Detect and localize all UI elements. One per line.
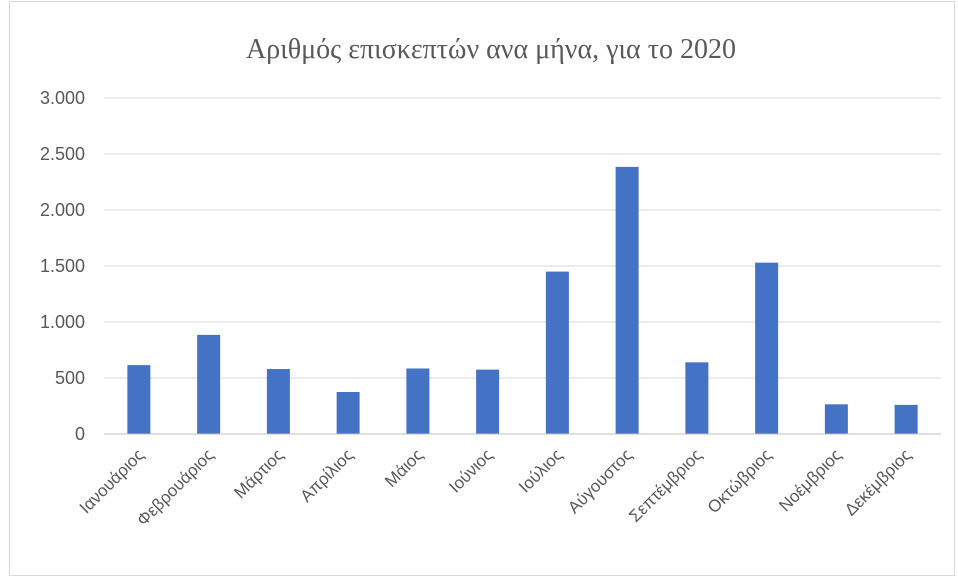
bar [336,392,360,434]
y-tick-label: 0 [75,424,85,444]
bar [894,404,918,434]
x-tick-label: Δεκέμβριος [841,445,915,519]
bar [266,369,290,434]
bar [476,369,500,434]
x-tick-label: Ιούνιος [445,445,496,496]
y-tick-label: 1.000 [40,312,85,332]
chart-area: Αριθμός επισκεπτών ανα μήνα, για το 2020… [9,1,955,576]
bars [127,166,918,434]
x-tick-label: Ιανουάριος [76,445,148,517]
y-axis-tick-labels: 0 500 1.000 1.500 2.000 2.500 3.000 [40,88,85,444]
y-tick-label: 500 [55,368,85,388]
y-tick-label: 2.000 [40,200,85,220]
x-tick-label: Νοέμβριος [775,445,845,515]
bar [197,334,221,434]
x-tick-label: Απρίλιος [297,445,357,505]
y-tick-label: 2.500 [40,144,85,164]
bar [755,262,779,434]
bar [545,271,569,434]
chart-title: Αριθμός επισκεπτών ανα μήνα, για το 2020 [246,34,736,65]
x-tick-label: Μάρτιος [230,445,287,502]
x-tick-label: Σεπτέμβριος [625,445,705,525]
bar [824,404,848,434]
y-tick-label: 1.500 [40,256,85,276]
bar [127,365,151,434]
x-tick-label: Αύγουστος [564,445,636,517]
bar-chart: Αριθμός επισκεπτών ανα μήνα, για το 2020… [40,34,941,530]
bar [685,362,709,434]
bar [406,368,430,434]
y-tick-label: 3.000 [40,88,85,108]
bar [615,166,639,434]
x-tick-label: Ιούλιος [515,445,566,496]
x-tick-label: Μάιος [381,445,427,491]
gridlines [104,97,941,379]
x-tick-label: Οκτώβριος [704,445,776,517]
